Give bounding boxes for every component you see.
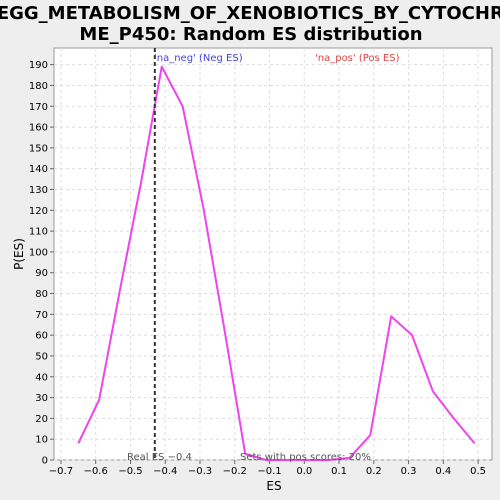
y-tick-label: 170 [29, 102, 48, 113]
chart-title-line-2: ME_P450: Random ES distribution [79, 24, 422, 45]
y-tick-label: 140 [29, 164, 48, 175]
y-axis-label: P(ES) [12, 238, 26, 270]
plot-area [53, 47, 493, 461]
pos-scores-annotation: Sets with pos scores: 20% [240, 452, 371, 463]
x-axis: −0.7 −0.6 −0.5 −0.4 −0.3 −0.2 −0.1 0.0 0.1 0.2 0.3… [49, 460, 486, 477]
x-tick-label: −0.1 [257, 466, 281, 477]
x-tick-label: 0.4 [435, 466, 451, 477]
x-tick-label: 0.0 [296, 466, 312, 477]
y-tick-label: 120 [29, 206, 48, 217]
x-axis-label: ES [266, 479, 281, 493]
y-tick-label: 0 [42, 456, 48, 467]
y-tick-label: 70 [35, 310, 48, 321]
y-tick-label: 160 [29, 123, 48, 134]
chart-title-line-1: KEGG_METABOLISM_OF_XENOBIOTICS_BY_CYTOCH… [0, 3, 500, 24]
y-tick-label: 180 [29, 81, 48, 92]
real-es-label: Real ES −0.4 [127, 452, 192, 463]
x-tick-label: 0.5 [470, 466, 486, 477]
y-tick-label: 190 [29, 60, 48, 71]
es-distribution-line [77, 65, 476, 461]
series-layer [77, 65, 476, 461]
y-tick-label: 20 [35, 414, 48, 425]
x-tick-label: −0.7 [49, 466, 73, 477]
y-tick-label: 10 [35, 435, 48, 446]
y-tick-label: 50 [35, 351, 48, 362]
x-tick-label: −0.6 [84, 466, 108, 477]
y-tick-label: 30 [35, 393, 48, 404]
x-tick-label: −0.2 [223, 466, 247, 477]
y-tick-label: 90 [35, 268, 48, 279]
x-tick-label: 0.2 [366, 466, 382, 477]
x-tick-label: 0.3 [401, 466, 417, 477]
x-tick-label: −0.3 [188, 466, 212, 477]
x-tick-label: −0.4 [153, 466, 177, 477]
x-tick-label: 0.1 [331, 466, 347, 477]
y-tick-label: 100 [29, 247, 48, 258]
y-axis: 0 10 20 30 40 50 60 70 80 90 100 110 120 130 140 150 160… [29, 60, 54, 467]
y-tick-label: 60 [35, 331, 48, 342]
x-tick-label: −0.5 [118, 466, 142, 477]
legend-entry-pos: 'na_pos' (Pos ES) [315, 53, 400, 64]
legend-entry-neg: 'na_neg' (Neg ES) [154, 53, 243, 64]
y-tick-label: 150 [29, 143, 48, 154]
y-tick-label: 110 [29, 227, 48, 238]
y-tick-label: 130 [29, 185, 48, 196]
y-tick-label: 80 [35, 289, 48, 300]
y-tick-label: 40 [35, 372, 48, 383]
